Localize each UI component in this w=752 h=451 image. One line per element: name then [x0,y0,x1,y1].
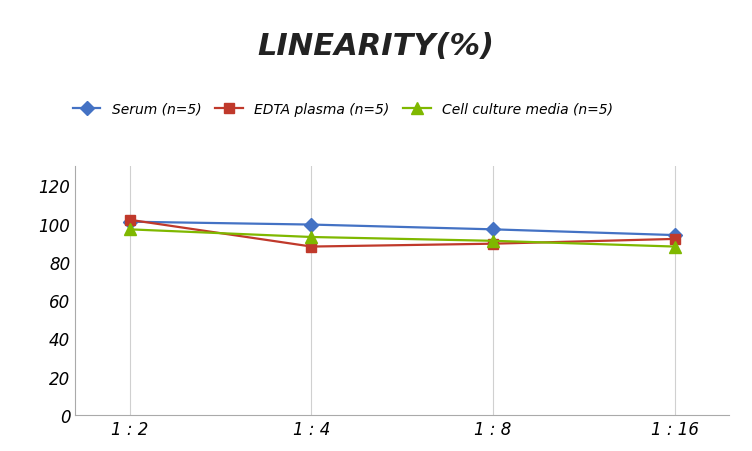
Text: LINEARITY(%): LINEARITY(%) [257,32,495,60]
Legend: Serum (n=5), EDTA plasma (n=5), Cell culture media (n=5): Serum (n=5), EDTA plasma (n=5), Cell cul… [67,97,619,122]
